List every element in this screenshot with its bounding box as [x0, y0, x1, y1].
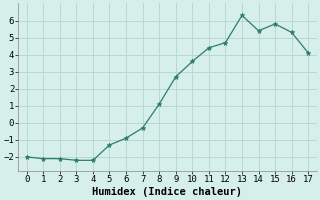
X-axis label: Humidex (Indice chaleur): Humidex (Indice chaleur) — [92, 186, 243, 197]
